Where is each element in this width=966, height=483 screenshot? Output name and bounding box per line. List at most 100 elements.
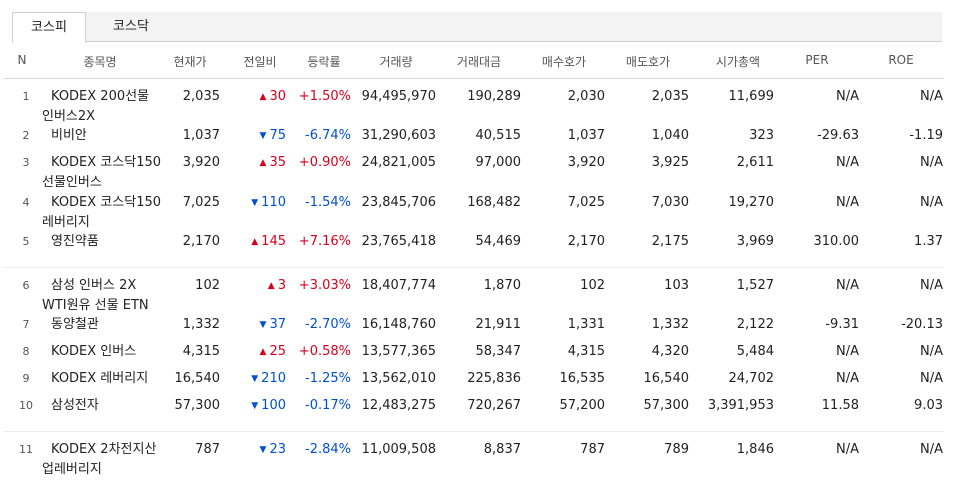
header-col-ask: 매도호가 (625, 55, 671, 69)
stock-name-line: WTI원유 선물 ETN (42, 298, 149, 313)
bid-price: 102 (580, 278, 605, 293)
stock-name-link[interactable]: KODEX 코스닥150 선물인버스 (42, 153, 162, 193)
price-change: ▼ 37 (222, 315, 286, 336)
stock-name-link[interactable]: KODEX 인버스 (42, 342, 162, 362)
trade-volume: 18,407,774 (361, 278, 436, 293)
market-cap: 1,846 (736, 442, 774, 457)
stock-name-link[interactable]: 삼성전자 (42, 396, 162, 416)
trade-amount: 21,911 (475, 317, 522, 332)
header-col-marketcap: 시가총액 (715, 55, 761, 69)
trade-volume: 24,821,005 (361, 155, 436, 170)
roe-value: N/A (920, 155, 943, 170)
bid-price: 1,037 (567, 128, 605, 143)
current-price: 1,332 (182, 317, 220, 332)
trade-volume: 31,290,603 (361, 128, 436, 143)
row-number: 2 (22, 129, 30, 142)
ask-price: 2,175 (651, 234, 689, 249)
per-value: N/A (836, 442, 859, 457)
table-row[interactable] (4, 436, 944, 437)
row-number: 7 (22, 318, 30, 331)
change-rate: -1.25% (305, 371, 351, 386)
trade-volume: 13,562,010 (361, 371, 436, 386)
header-col-roe: ROE (888, 53, 914, 67)
change-rate: -2.84% (305, 442, 351, 457)
price-change: ▲ 25 (222, 342, 286, 363)
stock-name-link[interactable]: 동양철관 (42, 315, 162, 335)
price-change-value: 35 (269, 155, 286, 170)
bid-price: 7,025 (567, 195, 605, 210)
triangle-down-icon: ▼ (259, 320, 267, 330)
triangle-up-icon: ▲ (251, 237, 259, 247)
table-row[interactable] (4, 149, 944, 150)
row-number: 11 (19, 443, 33, 456)
current-price: 102 (195, 278, 220, 293)
change-rate: +7.16% (298, 234, 351, 249)
bid-price: 3,920 (567, 155, 605, 170)
ask-price: 1,332 (651, 317, 689, 332)
stock-name-link[interactable]: 영진약품 (42, 232, 162, 252)
change-rate: -2.70% (305, 317, 351, 332)
trade-amount: 1,870 (483, 278, 521, 293)
header-col-per: PER (805, 53, 829, 67)
table-row[interactable] (4, 83, 944, 84)
group-divider (4, 431, 944, 432)
per-value: N/A (836, 155, 859, 170)
header-col-n: N (17, 53, 27, 67)
stock-name-line: 레버리지 (42, 215, 90, 230)
table-row[interactable] (4, 311, 944, 312)
group-divider (4, 267, 944, 268)
row-number: 3 (22, 156, 30, 169)
header-col-price: 현재가 (173, 55, 207, 69)
table-row[interactable] (4, 272, 944, 273)
table-row[interactable] (4, 228, 944, 229)
stock-name-line: KODEX 2차전지산 (51, 442, 157, 457)
stock-name-line: 비비안 (51, 128, 87, 143)
row-number: 1 (22, 90, 30, 103)
table-row[interactable] (4, 365, 944, 366)
bid-price: 57,200 (559, 398, 606, 413)
price-change-value: 23 (269, 442, 286, 457)
current-price: 2,170 (182, 234, 220, 249)
market-cap: 3,391,953 (707, 398, 774, 413)
ask-price: 103 (664, 278, 689, 293)
stock-name-link[interactable]: 비비안 (42, 126, 162, 146)
price-change-value: 30 (269, 89, 286, 104)
market-cap: 2,611 (736, 155, 774, 170)
table-row[interactable] (4, 392, 944, 393)
tab-kosdaq[interactable]: 코스닥 (113, 19, 149, 34)
per-value: N/A (836, 195, 859, 210)
current-price: 4,315 (182, 344, 220, 359)
change-rate: +0.58% (298, 344, 351, 359)
current-price: 2,035 (182, 89, 220, 104)
market-cap: 19,270 (728, 195, 775, 210)
price-change-value: 145 (261, 234, 286, 249)
triangle-down-icon: ▼ (251, 374, 259, 384)
price-change: ▲ 30 (222, 87, 286, 108)
current-price: 1,037 (182, 128, 220, 143)
tab-kospi[interactable]: 코스피 (12, 12, 86, 43)
stock-name-link[interactable]: KODEX 레버리지 (42, 369, 162, 389)
bid-price: 16,535 (559, 371, 606, 386)
row-number: 10 (19, 399, 33, 412)
price-change-value: 75 (269, 128, 286, 143)
stock-name-line: 삼성전자 (51, 398, 99, 413)
market-tab-bar: 코스피 코스닥 (12, 12, 942, 43)
stock-name-link[interactable]: KODEX 200선물 인버스2X (42, 87, 162, 127)
table-row[interactable] (4, 122, 944, 123)
per-value: 310.00 (813, 234, 860, 249)
trade-amount: 40,515 (475, 128, 522, 143)
trade-volume: 23,765,418 (361, 234, 436, 249)
price-change-value: 210 (261, 371, 286, 386)
stock-name-link[interactable]: KODEX 2차전지산 업레버리지 (42, 440, 162, 480)
table-row[interactable] (4, 189, 944, 190)
table-row[interactable] (4, 338, 944, 339)
roe-value: N/A (920, 442, 943, 457)
current-price: 3,920 (182, 155, 220, 170)
stock-name-link[interactable]: 삼성 인버스 2X WTI원유 선물 ETN (42, 276, 162, 316)
header-col-volume: 거래량 (379, 55, 413, 69)
change-rate: +0.90% (298, 155, 351, 170)
change-rate: +3.03% (298, 278, 351, 293)
triangle-up-icon: ▲ (259, 347, 267, 357)
price-change-value: 110 (261, 195, 286, 210)
stock-name-link[interactable]: KODEX 코스닥150 레버리지 (42, 193, 162, 233)
